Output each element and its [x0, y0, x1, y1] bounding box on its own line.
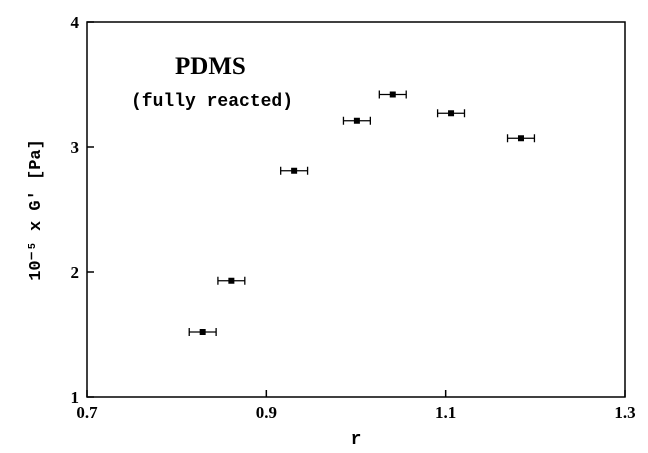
y-axis-label: 10⁻⁵ x G′ [Pa] — [27, 139, 46, 281]
annotation: PDMS — [175, 53, 246, 80]
x-tick-label: 0.9 — [256, 403, 277, 422]
x-axis-label: r — [351, 430, 362, 448]
point — [448, 110, 455, 117]
point — [291, 167, 298, 174]
point — [517, 135, 524, 142]
x-tick-label: 0.7 — [76, 403, 98, 422]
y-tick-label: 4 — [71, 13, 80, 32]
annotation: (fully reacted) — [131, 92, 293, 112]
y-tick-label: 1 — [71, 388, 80, 407]
x-tick-label: 1.3 — [614, 403, 635, 422]
point — [199, 329, 206, 335]
point — [353, 117, 360, 124]
x-tick-label: 1.1 — [435, 403, 456, 422]
y-tick-label: 2 — [71, 263, 80, 282]
point — [228, 277, 235, 284]
plot-frame — [86, 21, 626, 398]
point — [389, 91, 396, 98]
y-tick-label: 3 — [71, 138, 80, 157]
